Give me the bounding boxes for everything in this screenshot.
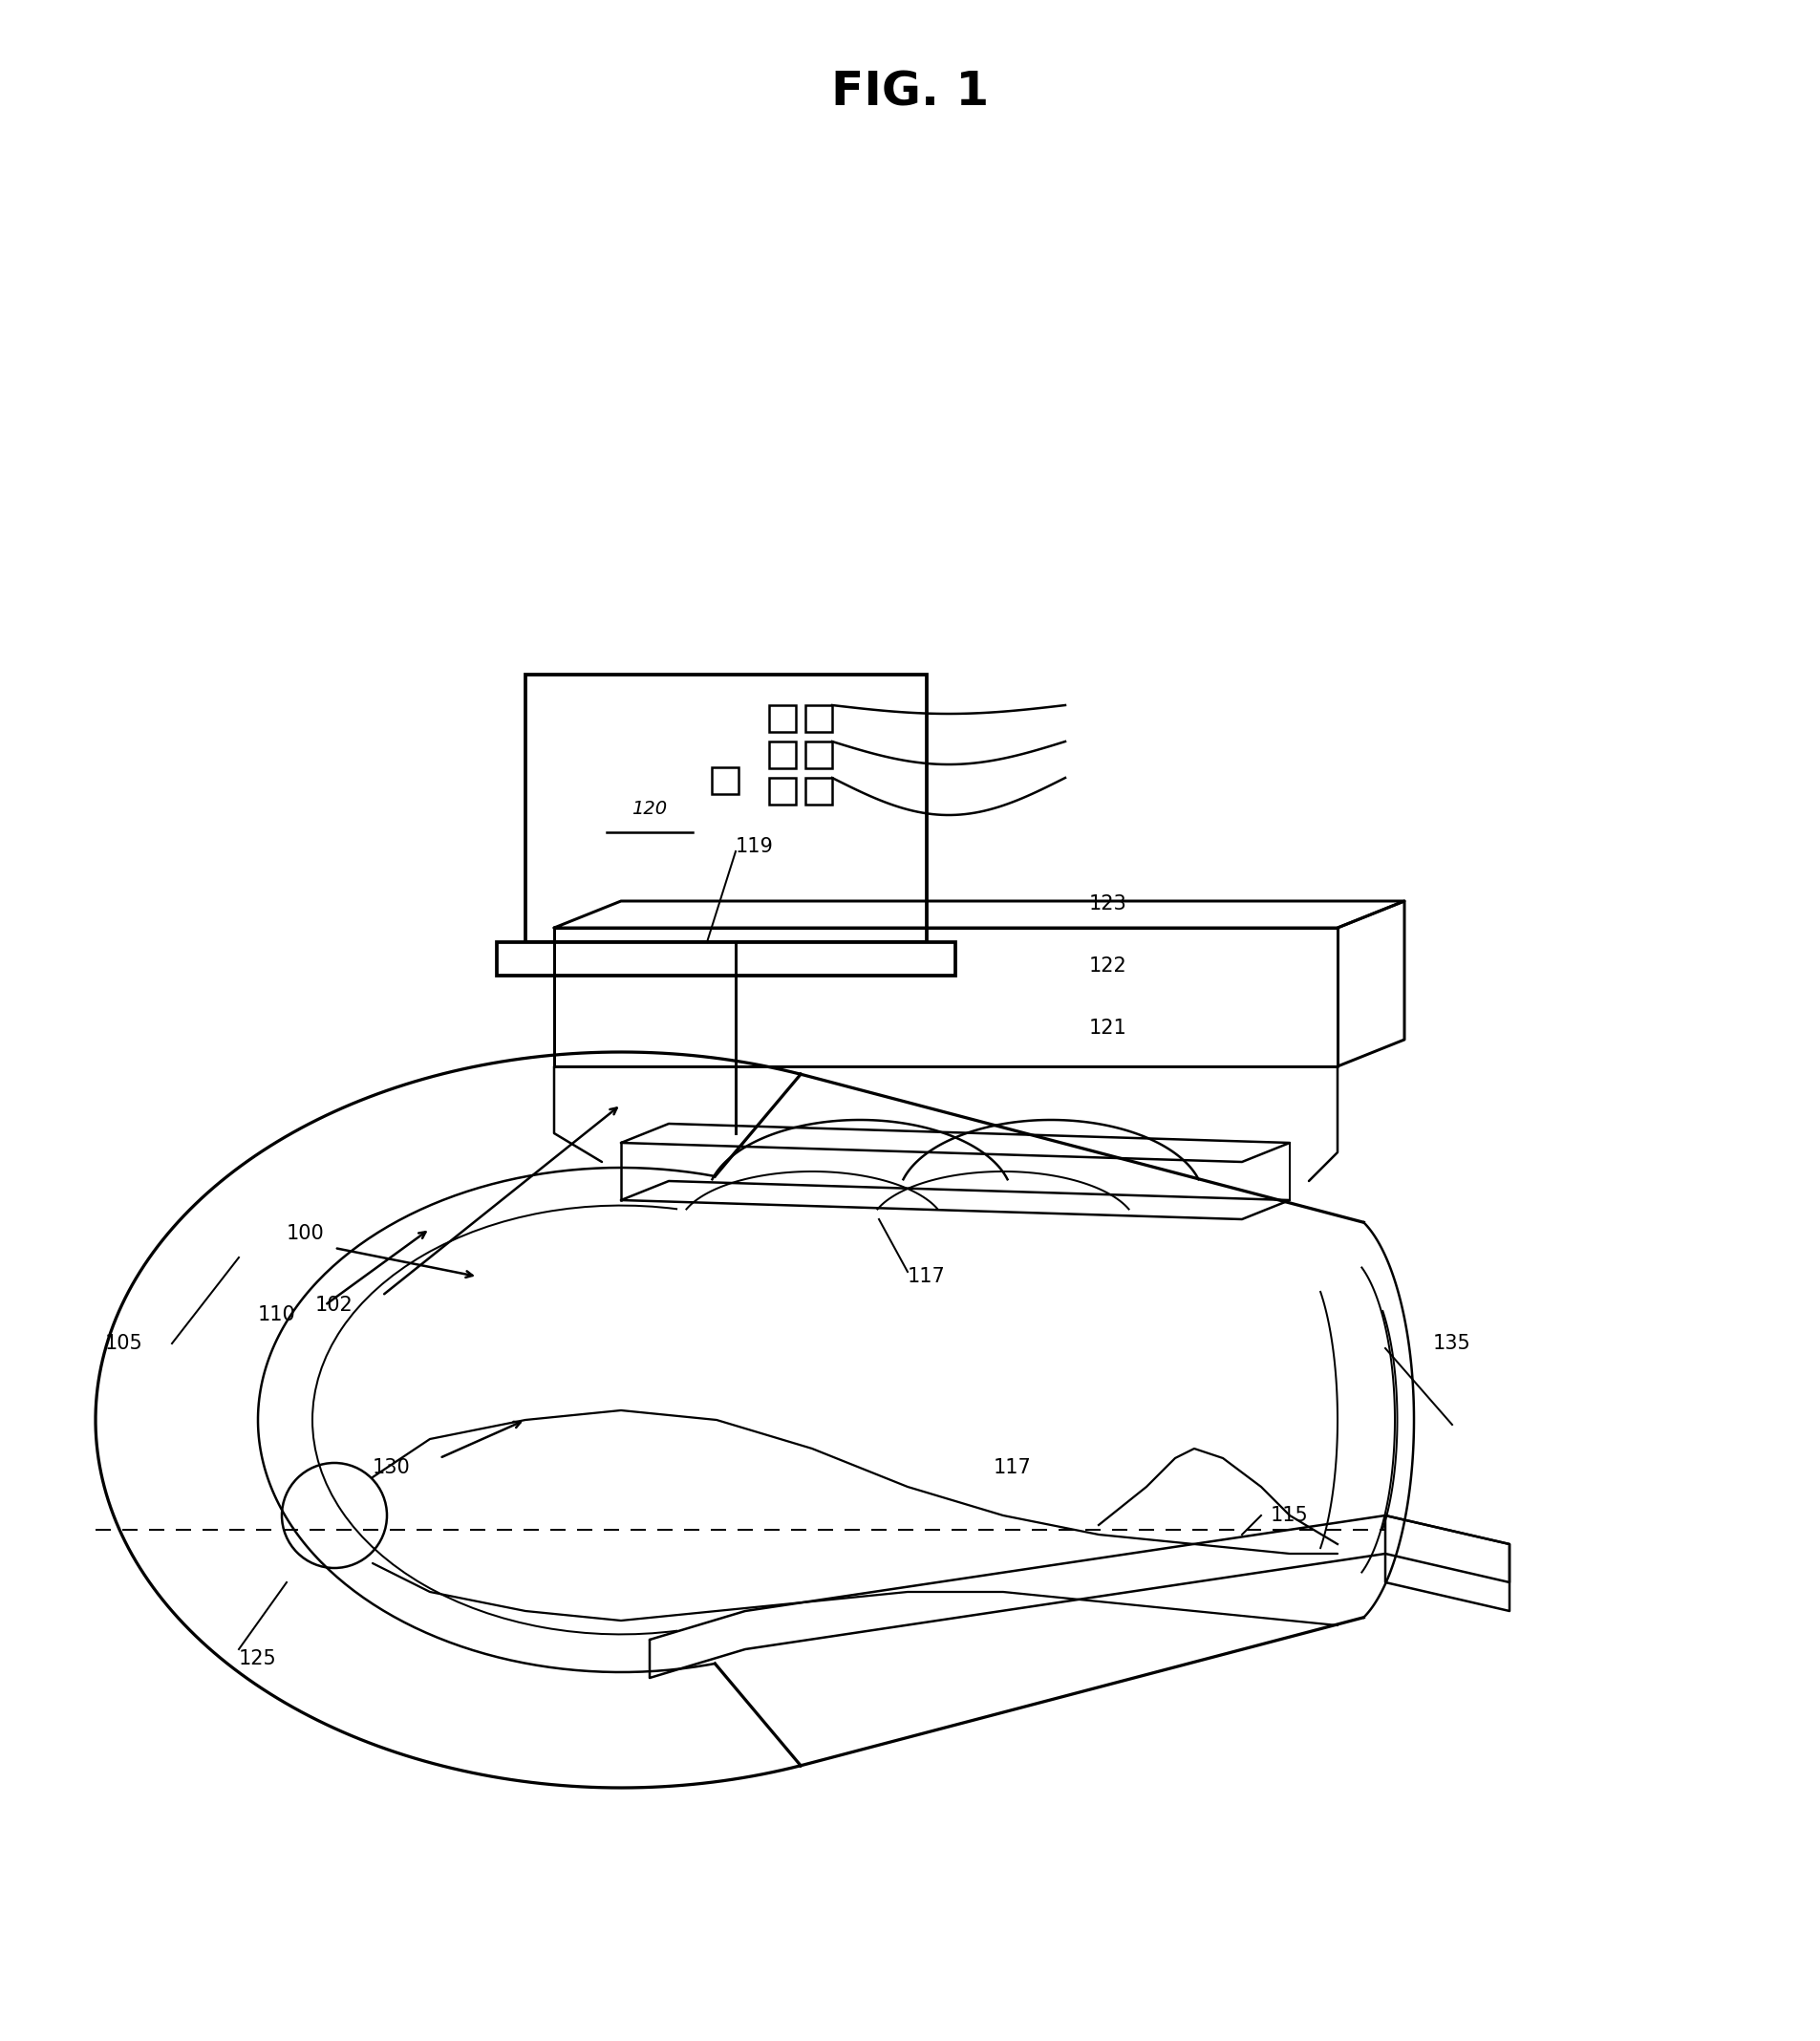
Bar <box>497 943 956 976</box>
Text: 122: 122 <box>1088 957 1127 976</box>
Bar <box>804 778 832 804</box>
Text: 117: 117 <box>994 1457 1032 1478</box>
Text: 117: 117 <box>906 1267 945 1286</box>
Text: 105: 105 <box>106 1335 144 1353</box>
Bar <box>712 767 739 794</box>
Text: 123: 123 <box>1088 894 1127 914</box>
Text: 119: 119 <box>735 837 773 855</box>
Bar <box>526 676 926 943</box>
Text: 130: 130 <box>373 1457 410 1478</box>
Text: 115: 115 <box>1270 1506 1309 1525</box>
Text: 102: 102 <box>315 1296 353 1314</box>
Bar <box>768 778 795 804</box>
Bar <box>804 741 832 767</box>
Bar <box>768 741 795 767</box>
Text: 110: 110 <box>258 1306 297 1325</box>
Text: 120: 120 <box>632 800 668 818</box>
Text: 100: 100 <box>286 1225 324 1243</box>
Bar <box>768 706 795 733</box>
Text: 121: 121 <box>1088 1018 1127 1037</box>
Text: 125: 125 <box>238 1649 277 1667</box>
Text: FIG. 1: FIG. 1 <box>832 69 988 114</box>
Bar <box>804 706 832 733</box>
Text: 135: 135 <box>1432 1335 1471 1353</box>
